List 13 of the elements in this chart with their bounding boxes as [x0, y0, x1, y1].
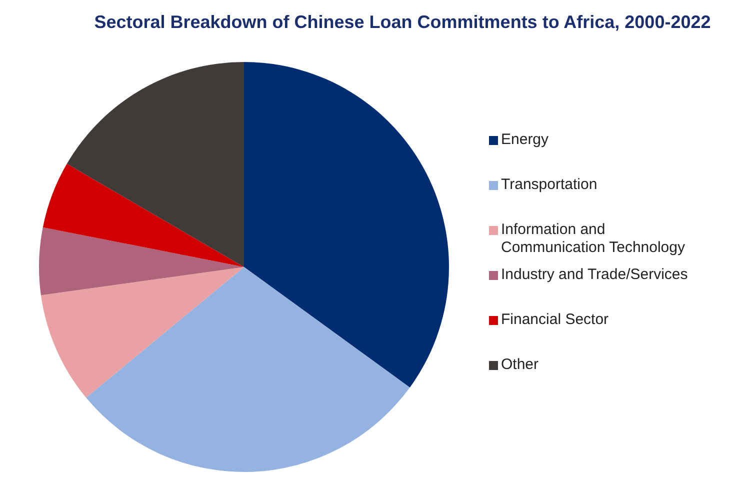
legend-label: Energy — [501, 131, 549, 149]
chart-title: Sectoral Breakdown of Chinese Loan Commitments to Africa, 2000-2022 — [93, 12, 712, 33]
pie-slice — [66, 62, 244, 267]
pie-slice — [42, 164, 244, 267]
legend-label: Other — [501, 356, 539, 374]
pie-slice — [244, 62, 449, 388]
pie-slice — [40, 267, 244, 398]
legend-label: Industry and Trade/Services — [501, 266, 688, 284]
pie-slice — [39, 227, 244, 296]
legend-label: Financial Sector — [501, 311, 609, 329]
legend-label: Transportation — [501, 176, 598, 194]
legend-label: Information and Communication Technology — [501, 221, 686, 257]
pie-slice — [86, 267, 410, 472]
